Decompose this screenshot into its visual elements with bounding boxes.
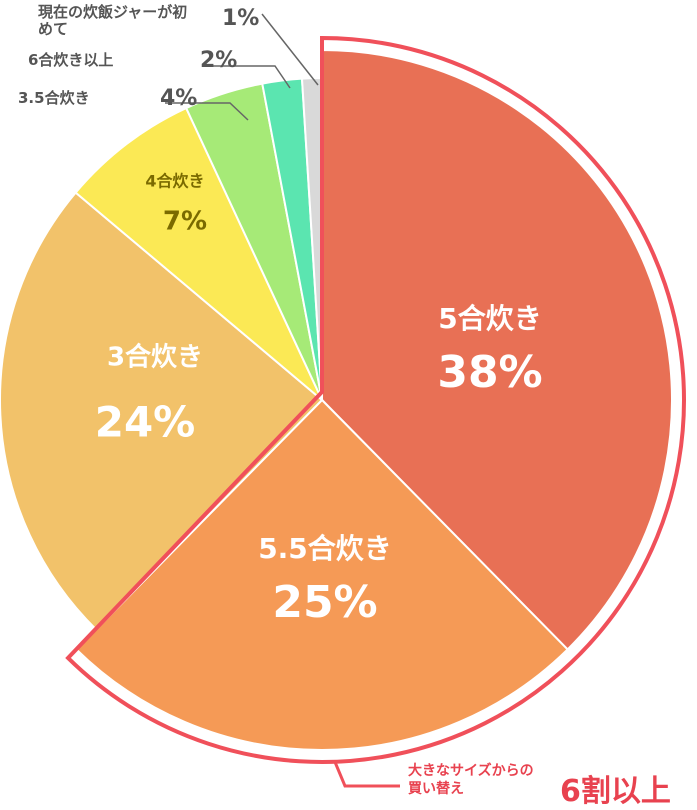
callout-highlight: 6割以上 — [560, 774, 671, 809]
slice-value: 24% — [95, 398, 196, 447]
outer-value: 1% — [222, 6, 260, 31]
pie-slice — [321, 48, 673, 651]
leader-line — [261, 13, 319, 86]
outer-label: 3.5合炊き — [18, 89, 90, 107]
leader-line — [205, 65, 291, 89]
slice-label: 5合炊き — [438, 302, 541, 335]
leader-line — [165, 102, 249, 121]
outer-value: 2% — [200, 48, 238, 73]
slice-label: 5.5合炊き — [258, 532, 392, 565]
slice-value: 38% — [437, 347, 542, 398]
slice-value: 25% — [272, 577, 377, 628]
outer-value: 4% — [160, 86, 198, 111]
callout-text: 大きなサイズからの買い替え — [408, 763, 534, 797]
outer-label: 6合炊き以上 — [28, 51, 114, 69]
slice-label: 3合炊き — [107, 342, 203, 373]
pie-slice — [75, 398, 569, 751]
slice-value: 7% — [163, 207, 207, 237]
pie-slice — [0, 191, 324, 631]
callout-leader — [333, 761, 400, 788]
pie-slice — [74, 106, 323, 401]
outer-label: 現在の炊飯ジャーが初めて — [38, 3, 188, 38]
slice-label: 4合炊き — [145, 172, 204, 191]
highlight-outline — [65, 35, 686, 764]
